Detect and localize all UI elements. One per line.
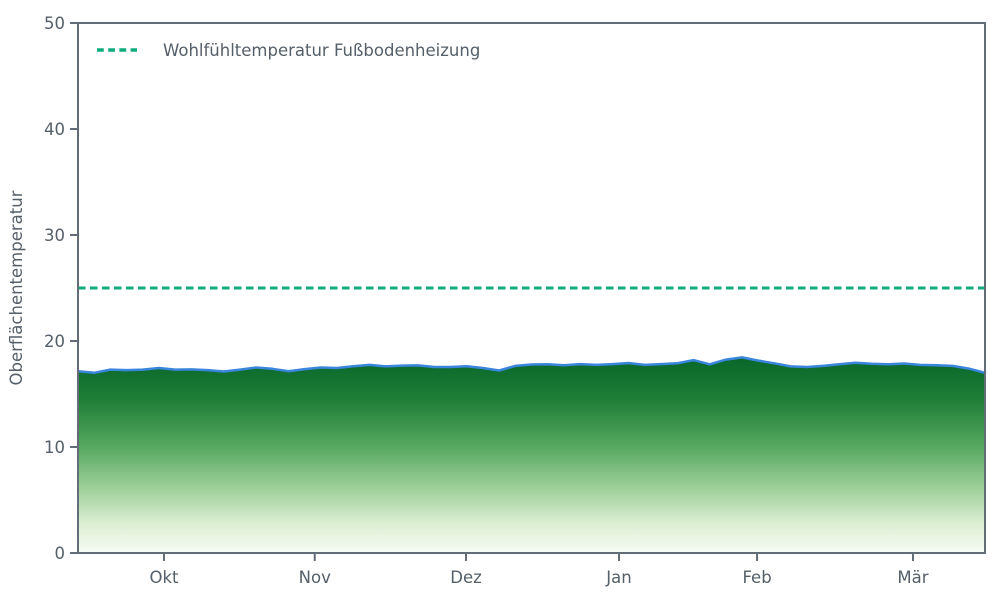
y-tick-label: 30 <box>44 226 65 245</box>
x-tick-label: Mär <box>897 568 928 587</box>
temperature-area <box>78 357 985 553</box>
x-tick-label: Dez <box>450 568 482 587</box>
y-tick-label: 20 <box>44 332 65 351</box>
temperature-line <box>76 356 987 375</box>
y-tick-label: 50 <box>44 14 65 33</box>
y-tick-label: 10 <box>44 438 65 457</box>
x-tick-label: Feb <box>742 568 771 587</box>
y-axis-label: Oberflächentemperatur <box>7 190 26 385</box>
plot-spines <box>77 22 986 554</box>
y-tick-label: 40 <box>44 120 65 139</box>
x-tick-label: Nov <box>299 568 331 587</box>
y-tick-label: 0 <box>55 544 66 563</box>
x-tick-label: Okt <box>149 568 179 587</box>
x-tick-label: Jan <box>605 568 631 587</box>
legend-label: Wohlfühltemperatur Fußbodenheizung <box>163 41 480 60</box>
